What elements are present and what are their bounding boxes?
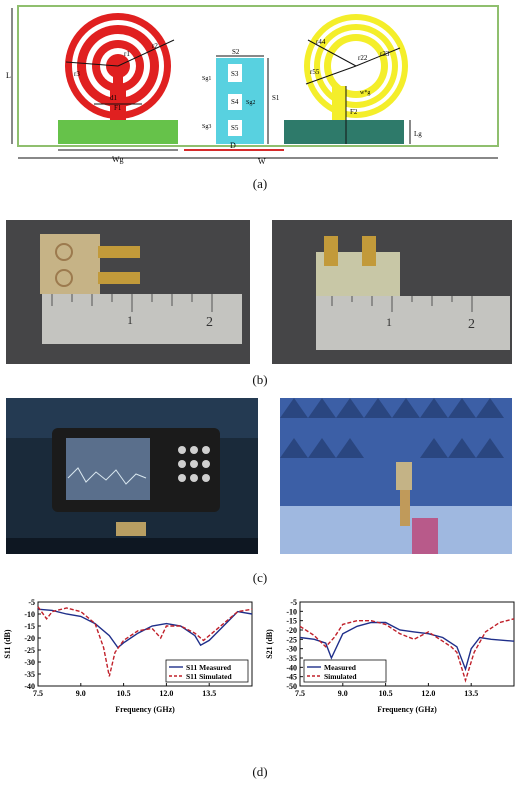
y-tick-label: -25 [286,635,297,644]
label-r1: r1 [124,50,130,58]
label-r2: r2 [152,42,158,50]
caption-a: (a) [252,176,268,191]
label-Sg1: Sg1 [202,76,211,82]
label-d1: d1 [110,94,118,102]
isolator [216,58,264,144]
y-tick-label: -25 [24,646,35,655]
x-tick-label: 9.0 [76,689,86,698]
legend-label-0: Measured [324,663,357,672]
series-line-0 [299,621,515,672]
y-tick-label: -10 [286,607,297,616]
label-r3: r3 [74,70,80,78]
label-S2: S2 [232,48,240,56]
photo-vna-measurement [6,398,258,554]
y-tick-label: -15 [24,622,35,631]
y-tick-label: -20 [286,626,297,635]
label-S1: S1 [272,94,280,102]
plot-frame [37,601,253,687]
label-F2: F2 [350,108,358,116]
photo-fabricated-front: 1 2 [6,220,250,364]
legend-label-1: Simulated [324,672,357,681]
label-L: L [6,71,11,80]
ruler-number-2: 2 [206,315,213,330]
photo-anechoic-chamber [280,398,512,554]
antenna-schematic: L r1 r2 r3 d1 F1 Wg D W S2 S1 S3 S4 S5 S… [6,5,499,164]
left-ground [58,120,178,144]
series-line-1 [37,606,253,677]
x-tick-label: 9.0 [338,689,348,698]
y-axis-label: S11 (dB) [3,629,12,658]
y-tick-label: -5 [290,598,297,607]
x-tick-label: 13.5 [202,689,216,698]
label-S4: S4 [231,98,239,106]
x-tick-label: 10.5 [117,689,131,698]
ruler-number-1b: 1 [386,315,392,329]
y-tick-label: -35 [24,670,35,679]
x-tick-label: 7.5 [33,689,43,698]
left-ring-antenna [65,13,175,144]
label-D: D [230,141,236,150]
label-r44: r44 [316,38,326,46]
plot-frame [299,601,515,687]
s11-chart: 7.5 9.0 10.5 12.0 13.5 -5 -10 -15 -20 -25 -30 -35 -4… [3,598,253,714]
photo-fabricated-back: 1 2 [272,220,512,364]
legend-label-0: S11 Measured [186,663,232,672]
right-ground [284,120,404,144]
s21-chart: 7.5 9.0 10.5 12.0 13.5-5-10-15-20-25-30-35-4… [265,598,515,714]
legend-label-1: S11 Simulated [186,672,232,681]
y-axis-label: S21 (dB) [265,629,274,659]
x-tick-label: 7.5 [295,689,305,698]
y-tick-label: -50 [286,682,297,691]
label-wg: w*g [360,90,370,96]
label-Lg: Lg [414,130,422,138]
y-tick-label: -10 [24,610,35,619]
y-tick-label: -45 [286,673,297,682]
label-r55: r55 [310,68,320,76]
x-tick-label: 10.5 [379,689,393,698]
label-Wg: Wg [112,155,124,164]
x-tick-label: 12.0 [159,689,173,698]
label-r33: r33 [380,50,390,58]
label-W: W [258,157,266,164]
x-tick-label: 13.5 [464,689,478,698]
label-Sg2: Sg2 [246,100,255,106]
legend-box [303,659,387,683]
caption-d: (d) [252,764,268,779]
y-tick-label: -20 [24,634,35,643]
series-line-0 [37,608,253,649]
y-tick-label: -5 [28,598,35,607]
label-Sg3: Sg3 [202,124,211,130]
caption-b: (b) [252,372,268,387]
x-axis-label: Frequency (GHz) [377,705,437,714]
y-tick-label: -30 [24,658,35,667]
y-tick-label: -15 [286,617,297,626]
x-axis-label: Frequency (GHz) [115,705,175,714]
y-tick-label: -40 [286,663,297,672]
y-tick-label: -35 [286,654,297,663]
right-ring-antenna [304,14,408,144]
ruler-number-2b: 2 [468,317,475,332]
label-r22: r22 [358,54,368,62]
caption-c: (c) [252,570,268,585]
x-tick-label: 12.0 [421,689,435,698]
legend-box [165,659,249,683]
ruler-number-1: 1 [127,313,133,327]
y-tick-label: -40 [24,682,35,691]
series-line-1 [299,618,515,683]
label-F1: F1 [114,104,122,112]
label-S5: S5 [231,124,239,132]
y-tick-label: -30 [286,645,297,654]
label-S3: S3 [231,70,239,78]
